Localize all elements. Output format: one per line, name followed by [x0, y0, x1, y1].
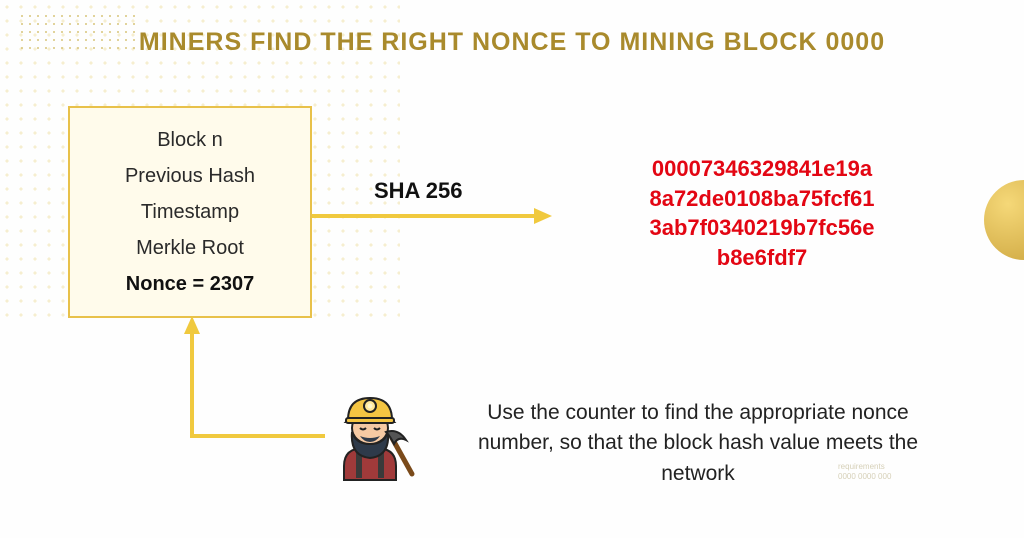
hash-line: 8a72de0108ba75fcf61	[572, 184, 952, 214]
arrow-to-hash	[312, 204, 552, 228]
hash-line: 3ab7f0340219b7fc56e	[572, 213, 952, 243]
explanation-caption: Use the counter to find the appropriate …	[448, 398, 948, 489]
block-field-number: Block n	[157, 129, 223, 152]
decorative-gold-circle	[984, 180, 1024, 260]
miner-icon	[324, 388, 420, 484]
hash-line: 00007346329841e19a	[572, 154, 952, 184]
block-field-merkle: Merkle Root	[136, 237, 244, 260]
feedback-loop-arrow	[130, 316, 330, 476]
hash-line: b8e6fdf7	[572, 243, 952, 273]
block-structure-box: Block n Previous Hash Timestamp Merkle R…	[68, 106, 312, 318]
block-field-timestamp: Timestamp	[141, 201, 239, 224]
block-field-nonce: Nonce = 2307	[126, 273, 254, 296]
hash-output-value: 00007346329841e19a 8a72de0108ba75fcf61 3…	[572, 154, 952, 273]
slide-title: MINERS FIND THE RIGHT NONCE TO MINING BL…	[0, 28, 1024, 57]
block-field-prevhash: Previous Hash	[125, 165, 255, 188]
hash-function-label: SHA 256	[374, 178, 462, 204]
